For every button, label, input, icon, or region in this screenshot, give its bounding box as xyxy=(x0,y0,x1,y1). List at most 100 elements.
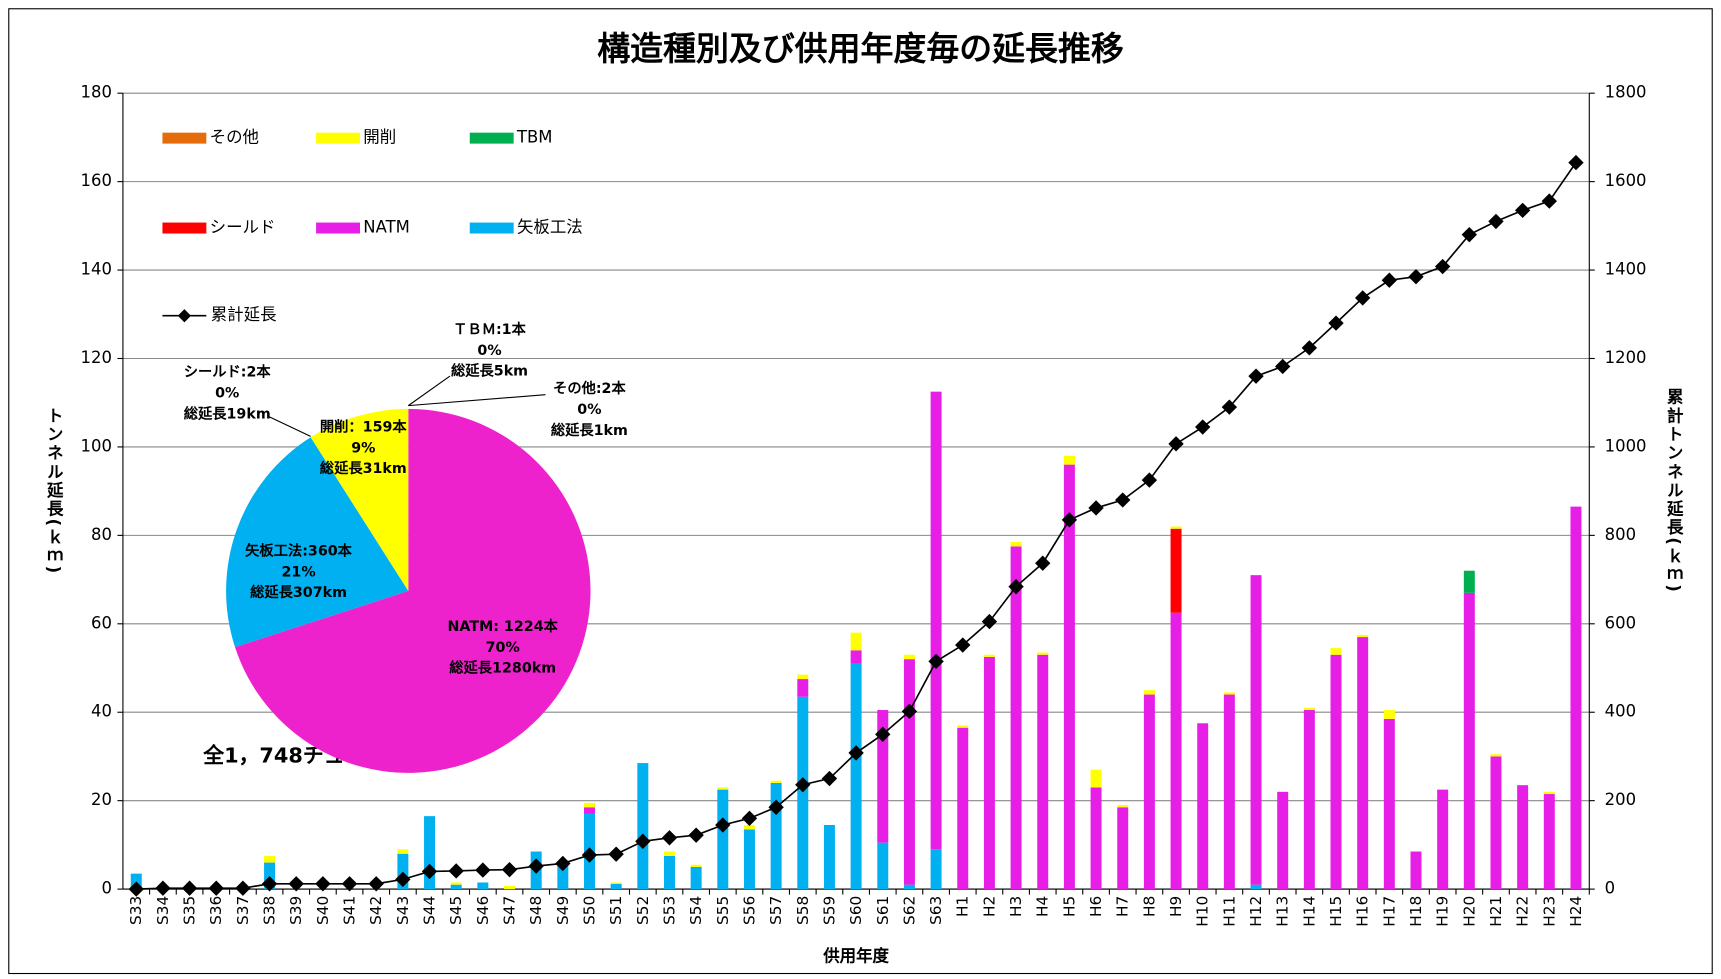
line-marker xyxy=(1514,202,1531,219)
y2-tick-label: 800 xyxy=(1605,525,1636,544)
x-tick-label: S58 xyxy=(794,896,812,925)
x-tick-label: H17 xyxy=(1380,896,1398,927)
x-tick-label: H4 xyxy=(1034,896,1052,917)
x-tick-label: H22 xyxy=(1514,896,1532,927)
bar-segment xyxy=(770,780,782,783)
x-tick-label: S47 xyxy=(501,896,519,925)
bar-segment xyxy=(903,659,915,885)
bar-segment xyxy=(1010,541,1022,547)
bar-segment xyxy=(450,884,462,890)
x-tick-label: H24 xyxy=(1567,896,1585,927)
bar-segment xyxy=(397,849,409,854)
line-marker xyxy=(1381,272,1398,288)
y-tick-label: 140 xyxy=(81,260,112,279)
bar-segment xyxy=(1490,756,1502,890)
line-marker xyxy=(341,876,358,892)
line-marker xyxy=(1141,472,1158,488)
line-marker xyxy=(368,876,384,892)
x-tick-label: S33 xyxy=(127,896,145,925)
bar-segment xyxy=(1037,652,1049,655)
line-marker xyxy=(955,637,971,653)
line-marker xyxy=(661,830,678,846)
x-tick-label: H14 xyxy=(1300,896,1318,927)
x-tick-label: H20 xyxy=(1460,896,1478,927)
x-tick-label: S51 xyxy=(607,896,625,925)
line-marker xyxy=(1088,500,1104,516)
legend-label: NATM xyxy=(363,218,410,237)
x-tick-label: S63 xyxy=(927,896,945,925)
bar-segment xyxy=(1223,694,1235,890)
x-tick-label: H2 xyxy=(980,896,998,917)
line-marker xyxy=(1461,227,1477,243)
y2-tick-label: 1800 xyxy=(1605,83,1647,102)
line-marker xyxy=(288,876,304,892)
line-marker xyxy=(1168,436,1184,452)
bar-segment xyxy=(690,866,702,890)
bar-segment xyxy=(1197,723,1209,890)
pie-label: 開削：159本 xyxy=(320,418,408,436)
line-marker xyxy=(395,871,411,888)
bar-segment xyxy=(130,873,142,890)
legend-label: TBM xyxy=(516,128,553,147)
line-marker xyxy=(688,827,704,843)
bar-segment xyxy=(584,802,595,808)
legend-label: 開削 xyxy=(363,128,396,147)
x-tick-label: H10 xyxy=(1194,896,1212,927)
bar-segment xyxy=(663,851,675,856)
x-tick-label: S57 xyxy=(767,896,785,925)
y-axis-label: トンネル延長(ｋｍ) xyxy=(44,407,64,575)
bar-segment xyxy=(397,853,409,890)
pie-length-label: 総延長307km xyxy=(250,583,347,601)
line-marker xyxy=(315,876,331,892)
line-marker xyxy=(1568,154,1584,171)
pie-leader xyxy=(268,416,311,437)
pie-value-label: 0% xyxy=(577,402,601,418)
pie-length-label: 総延長31km xyxy=(320,459,407,477)
x-tick-label: S49 xyxy=(554,896,572,925)
x-tick-label: S53 xyxy=(660,896,678,925)
x-tick-label: H18 xyxy=(1407,896,1425,927)
x-tick-label: S42 xyxy=(367,896,385,925)
bar-segment xyxy=(877,842,889,890)
line-marker xyxy=(1195,419,1211,435)
pie-label: NATM: 1224本 xyxy=(447,617,558,635)
bar-segment xyxy=(690,864,702,867)
y-tick-label: 20 xyxy=(91,790,112,809)
pie-slice xyxy=(235,408,591,773)
x-tick-label: S59 xyxy=(820,896,838,925)
bar-segment xyxy=(1357,634,1369,638)
pie-label: その他:2本 xyxy=(553,379,626,397)
y2-tick-label: 1600 xyxy=(1605,171,1647,190)
legend-swatch xyxy=(469,132,514,144)
bar-segment xyxy=(264,862,276,890)
x-tick-label: H8 xyxy=(1140,896,1158,917)
bar-segment xyxy=(717,789,729,890)
bar-segment xyxy=(1250,884,1262,890)
bar-segment xyxy=(1117,805,1129,808)
y2-tick-label: 600 xyxy=(1605,613,1636,632)
bar-segment xyxy=(1330,654,1342,890)
line-marker xyxy=(528,858,544,874)
bar-segment xyxy=(1063,464,1075,890)
x-tick-label: S48 xyxy=(527,896,545,925)
bar-segment xyxy=(1037,654,1049,890)
legend-swatch xyxy=(162,222,207,234)
bar-segment xyxy=(424,816,436,890)
x-tick-label: H15 xyxy=(1327,896,1345,927)
bar-segment xyxy=(1063,455,1075,465)
pie-slice xyxy=(310,408,409,591)
bar-segment xyxy=(1170,528,1182,613)
bar-segment xyxy=(850,632,862,651)
legend-swatch xyxy=(316,132,361,144)
x-tick-label: S39 xyxy=(287,896,305,925)
bar-segment xyxy=(1543,791,1555,795)
line-marker xyxy=(261,876,278,892)
line-marker xyxy=(1115,492,1131,508)
bar-segment xyxy=(903,884,915,890)
bar-segment xyxy=(850,663,862,890)
line-marker xyxy=(1354,290,1371,306)
bar-segment xyxy=(450,882,462,885)
bar-segment xyxy=(1463,592,1475,890)
bar-segment xyxy=(850,650,862,664)
